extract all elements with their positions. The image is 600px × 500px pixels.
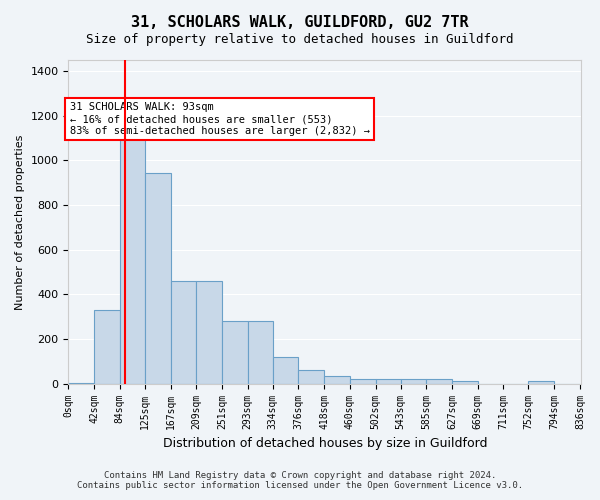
Bar (324, 376, 350, 384)
Bar (170, 281, 196, 384)
Bar (273, 357, 298, 384)
X-axis label: Distribution of detached houses by size in Guildford: Distribution of detached houses by size … (163, 437, 487, 450)
Y-axis label: Number of detached properties: Number of detached properties (15, 134, 25, 310)
Bar (401, 379, 427, 384)
Text: 31, SCHOLARS WALK, GUILDFORD, GU2 7TR: 31, SCHOLARS WALK, GUILDFORD, GU2 7TR (131, 15, 469, 30)
Bar (196, 281, 222, 384)
Bar (350, 379, 376, 384)
Bar (222, 321, 248, 384)
Bar (427, 379, 452, 384)
Bar (248, 321, 274, 384)
Bar (376, 379, 401, 384)
Bar (120, 134, 145, 384)
Bar (94, 310, 120, 384)
Bar (68, 382, 94, 384)
Text: Size of property relative to detached houses in Guildford: Size of property relative to detached ho… (86, 32, 514, 46)
Bar (452, 382, 478, 384)
Text: Contains HM Land Registry data © Crown copyright and database right 2024.
Contai: Contains HM Land Registry data © Crown c… (77, 470, 523, 490)
Text: 31 SCHOLARS WALK: 93sqm
← 16% of detached houses are smaller (553)
83% of semi-d: 31 SCHOLARS WALK: 93sqm ← 16% of detache… (70, 102, 370, 136)
Bar (529, 382, 554, 384)
Bar (298, 370, 324, 384)
Bar (145, 172, 170, 384)
